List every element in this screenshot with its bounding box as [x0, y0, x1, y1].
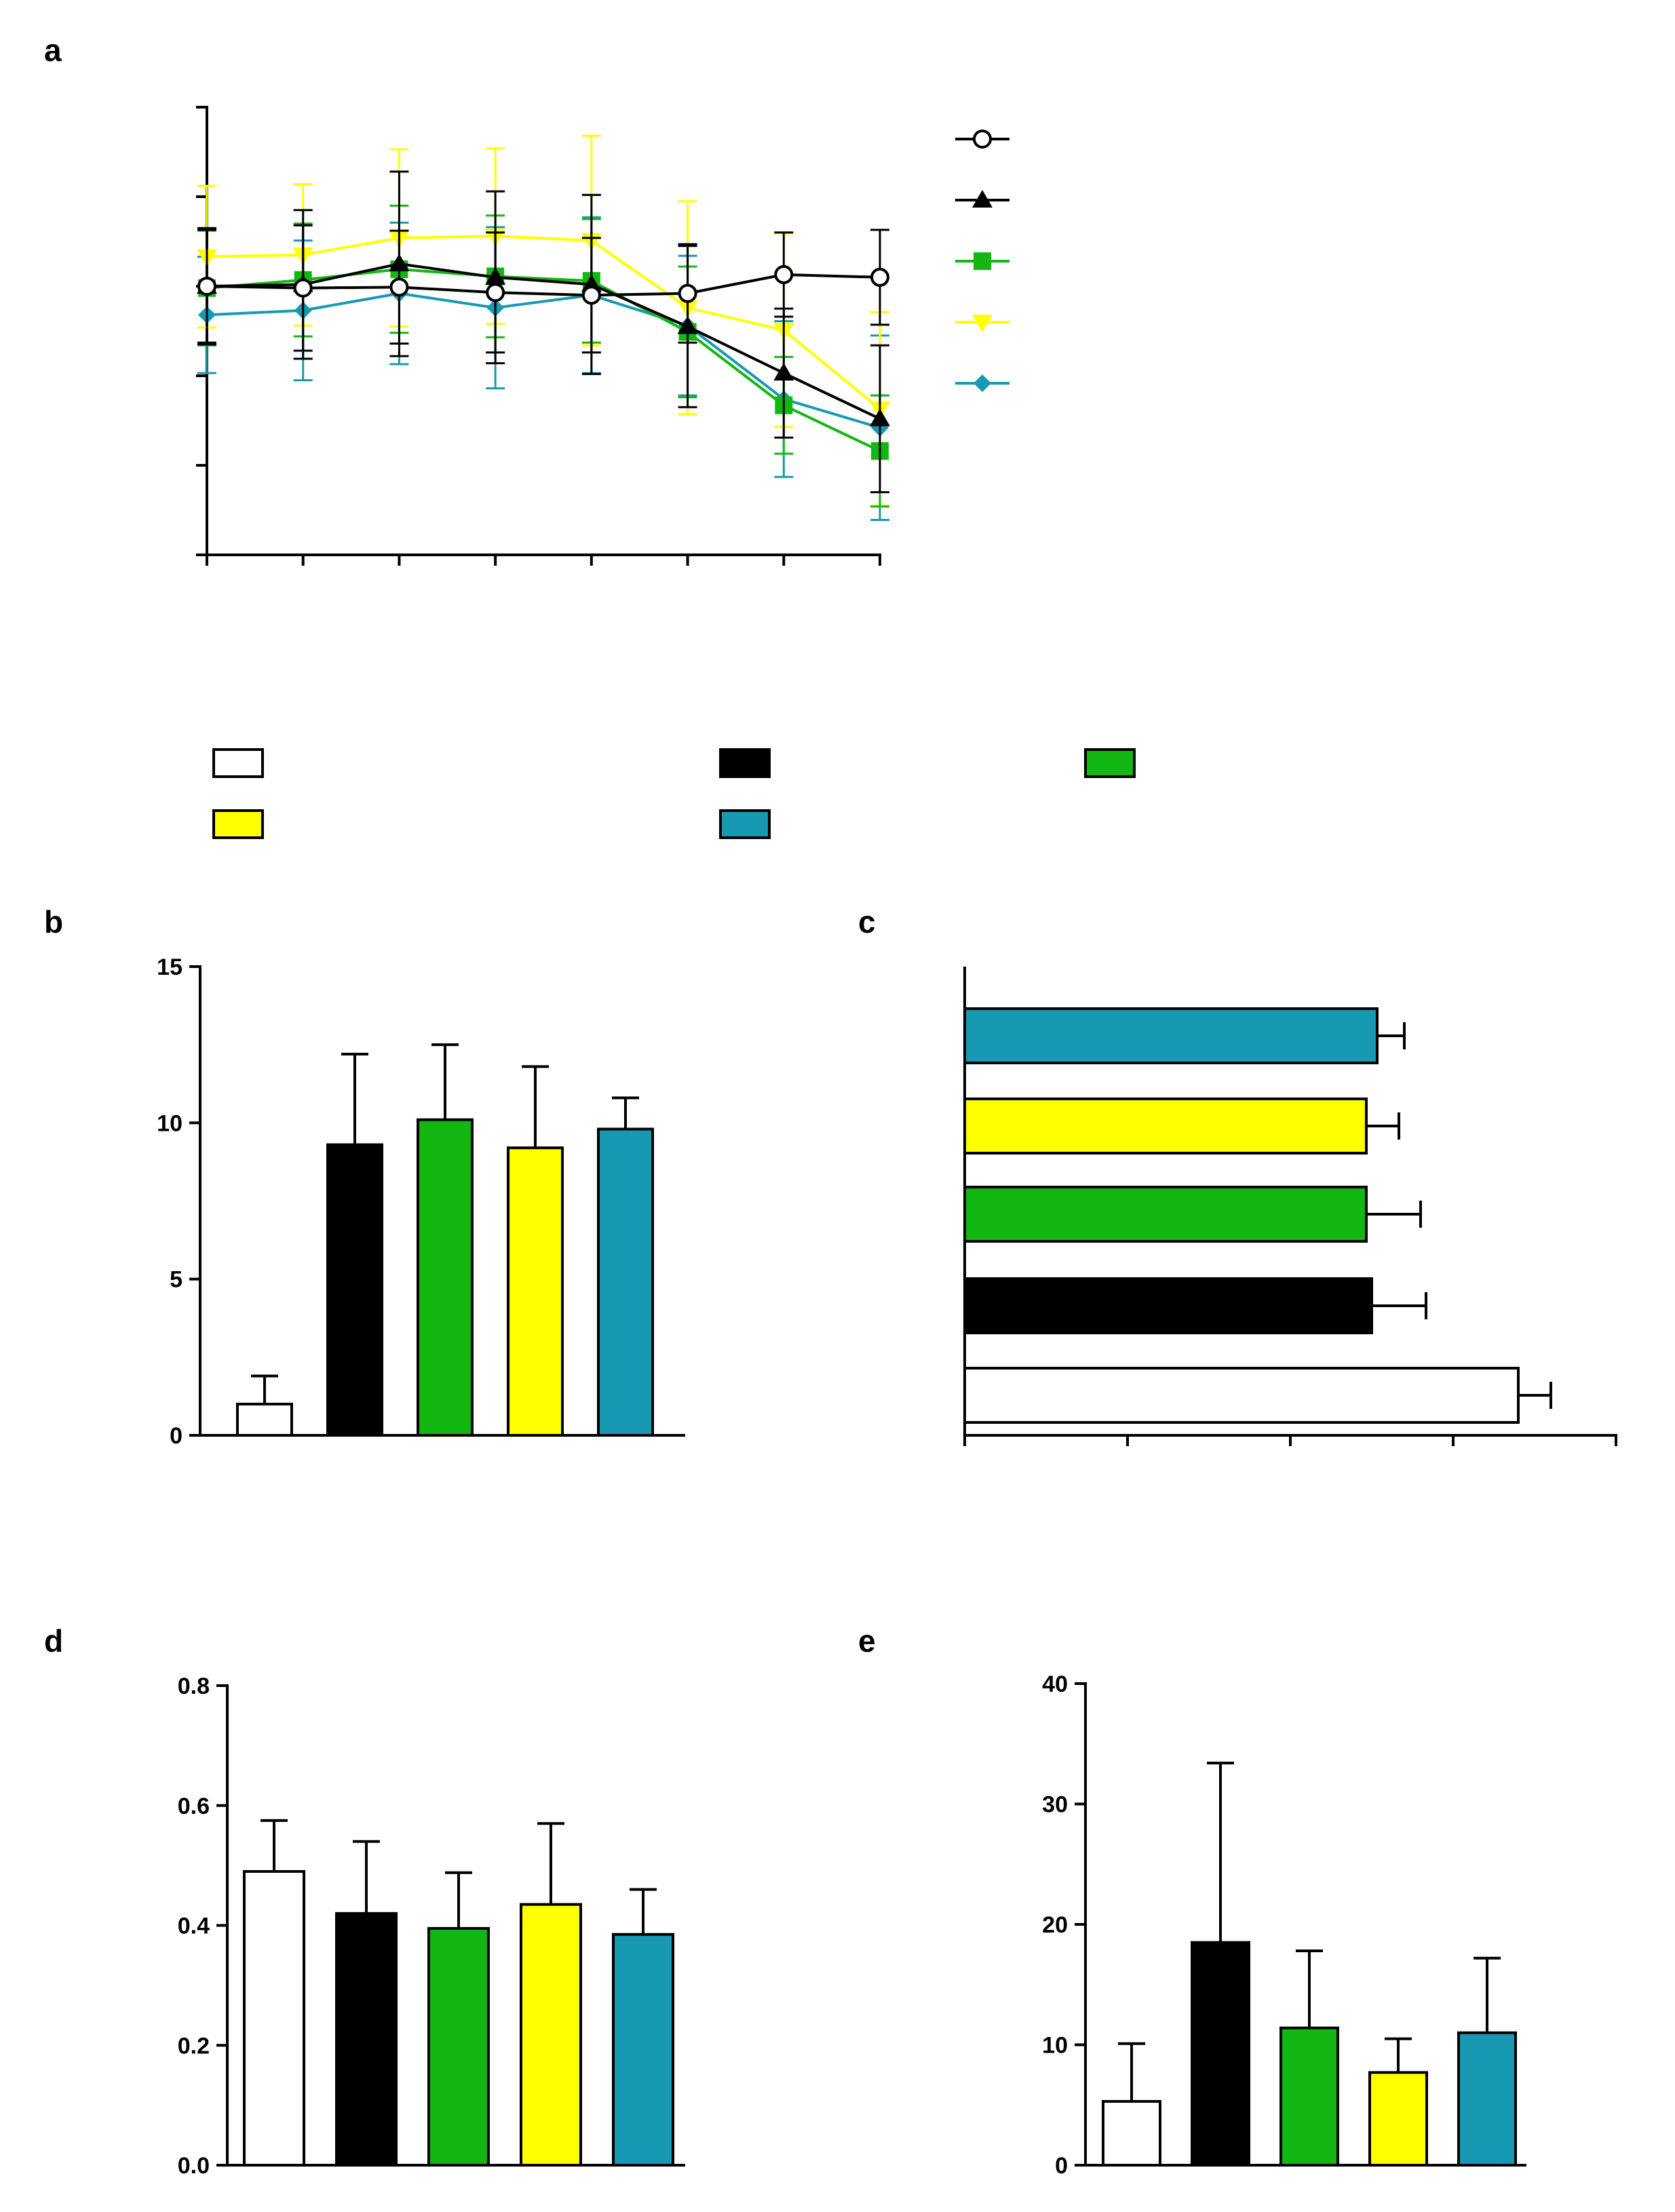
- panel-d-colon-weight-chart: d 0.0 0.2 0.4 0.6 0.8: [44, 1623, 685, 2179]
- legend-marker: [972, 190, 993, 208]
- bar-dss: [335, 1912, 398, 2167]
- data-point: [678, 284, 697, 303]
- bar-dss: [1191, 1941, 1250, 2167]
- y-tick-label: 15: [157, 954, 182, 980]
- data-point: [773, 363, 794, 381]
- y-tick-label: 10: [1042, 2033, 1068, 2059]
- panel-letter-d: d: [44, 1623, 63, 1658]
- bar-legend: [212, 748, 1136, 839]
- bar-dss-glpg-0974: [507, 1146, 564, 1437]
- bar-dss-damgo: [1279, 2026, 1339, 2167]
- legend-marker: [972, 315, 993, 332]
- legend-marker: [974, 374, 991, 392]
- bar-dss-damgo-glpg-0974: [963, 1007, 1379, 1064]
- bar-dss-damgo-glpg-0974: [612, 1933, 674, 2167]
- bar-dss-damgo: [417, 1118, 474, 1437]
- series-line: [206, 262, 881, 421]
- legend-marker: [973, 130, 992, 149]
- bar-dss-damgo: [963, 1186, 1368, 1243]
- series-control: [197, 224, 889, 354]
- y-tick-label: 10: [157, 1110, 182, 1136]
- bar-dss-glpg-0974: [520, 1903, 582, 2167]
- legend-marker: [974, 252, 991, 270]
- bar-dss-glpg-0974: [963, 1098, 1368, 1154]
- panel-letter-b: b: [44, 904, 63, 939]
- data-point: [870, 267, 889, 287]
- bar-control: [1102, 2099, 1161, 2167]
- bar-dss-damgo-glpg-0974: [597, 1127, 654, 1437]
- y-tick-label: 0.6: [178, 1793, 210, 1819]
- y-tick-label: 0: [170, 1423, 182, 1449]
- y-tick-label: 30: [1042, 1792, 1068, 1818]
- legend-swatch: [719, 809, 771, 839]
- data-point: [870, 408, 890, 427]
- legend-swatch: [1084, 748, 1136, 778]
- data-point: [581, 286, 601, 305]
- panel-letter-e: e: [858, 1623, 876, 1658]
- y-tick-label: 0.2: [178, 2033, 210, 2059]
- panel-a-body-weight-chart: a: [44, 33, 1009, 566]
- panel-e-mpo-activity-chart: e 0 10 20 30 40: [858, 1623, 1526, 2179]
- bar-dss-glpg-0974: [1368, 2071, 1428, 2167]
- bar-control: [963, 1367, 1520, 1424]
- series-line: [206, 273, 881, 297]
- y-tick-label: 0.8: [178, 1673, 210, 1699]
- data-point: [774, 265, 794, 284]
- panel-letter-c: c: [858, 904, 876, 939]
- y-tick-label: 0.4: [178, 1914, 210, 1939]
- panel-a-legend: [955, 130, 1009, 392]
- bar-dss-damgo-glpg-0974: [1457, 2031, 1517, 2167]
- series-line: [206, 267, 881, 452]
- legend-swatch: [212, 809, 264, 839]
- data-point: [486, 283, 505, 303]
- bar-control: [236, 1402, 293, 1437]
- bar-control: [243, 1869, 305, 2167]
- data-point: [197, 277, 216, 296]
- panel-letter-a: a: [44, 33, 62, 68]
- y-tick-label: 0: [1055, 2153, 1068, 2179]
- legend-swatch: [212, 748, 264, 778]
- y-tick-label: 5: [170, 1267, 182, 1293]
- bar-dss-damgo: [427, 1926, 490, 2167]
- series-line: [206, 292, 881, 429]
- legend-swatch: [719, 748, 771, 778]
- panel-b-macroscopic-score-chart: b 0 5 10 15: [44, 904, 685, 1449]
- series-line: [206, 235, 881, 410]
- data-point: [293, 278, 313, 298]
- panel-c-colon-length-chart: c: [858, 904, 1617, 1446]
- y-tick-label: 0.0: [178, 2153, 210, 2179]
- y-tick-label: 40: [1042, 1671, 1068, 1697]
- bar-dss: [326, 1143, 383, 1437]
- data-point: [389, 277, 409, 297]
- y-tick-label: 20: [1042, 1912, 1068, 1938]
- bar-dss: [963, 1277, 1373, 1334]
